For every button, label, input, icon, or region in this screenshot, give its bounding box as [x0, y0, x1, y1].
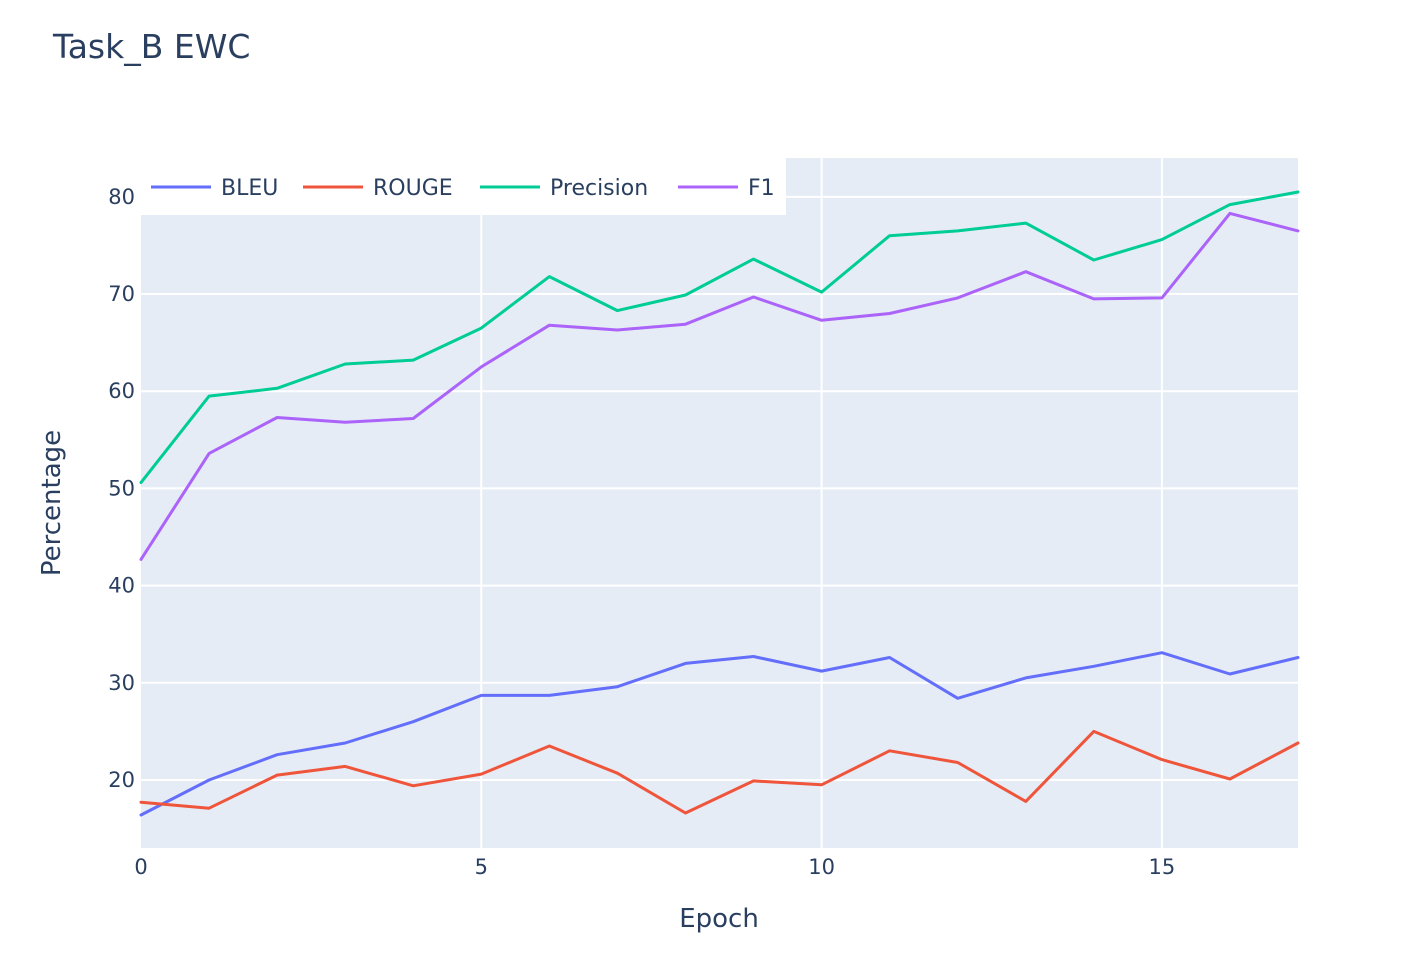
legend-label: F1: [748, 176, 775, 201]
series-line-f1: [139, 211, 1300, 561]
y-tick-label: 50: [108, 476, 135, 500]
series-line-rouge: [139, 729, 1300, 815]
legend-label: Precision: [550, 176, 648, 201]
legend-item-f1[interactable]: F1: [678, 176, 775, 201]
legend-item-bleu[interactable]: BLEU: [151, 176, 278, 201]
y-tick-label: 60: [108, 379, 135, 403]
gridlines: [141, 158, 1298, 848]
y-tick-label: 20: [108, 768, 135, 792]
y-tick-label: 70: [108, 282, 135, 306]
x-tick-label: 10: [808, 855, 835, 879]
y-tick-label: 40: [108, 574, 135, 598]
y-axis-title: Percentage: [37, 430, 67, 576]
legend-label: ROUGE: [373, 176, 453, 201]
y-tick-label: 80: [108, 185, 135, 209]
x-tick-label: 0: [134, 855, 147, 879]
x-axis-title: Epoch: [679, 904, 759, 934]
chart-title: Task_B EWC: [52, 27, 250, 66]
legend-item-precision[interactable]: Precision: [480, 176, 648, 201]
x-tick-label: 5: [475, 855, 488, 879]
y-tick-label: 30: [108, 671, 135, 695]
legend[interactable]: BLEU ROUGE Precision F1: [141, 158, 786, 215]
legend-label: BLEU: [221, 176, 278, 201]
plot-background: [141, 158, 1298, 848]
legend-item-rouge[interactable]: ROUGE: [303, 176, 453, 201]
series-lines: [139, 190, 1300, 817]
tick-labels: 20 30 40 50 60 70 80 0 5 10 15: [108, 185, 1175, 879]
series-line-precision: [139, 190, 1300, 485]
series-line-bleu: [139, 651, 1300, 817]
x-tick-label: 15: [1149, 855, 1176, 879]
